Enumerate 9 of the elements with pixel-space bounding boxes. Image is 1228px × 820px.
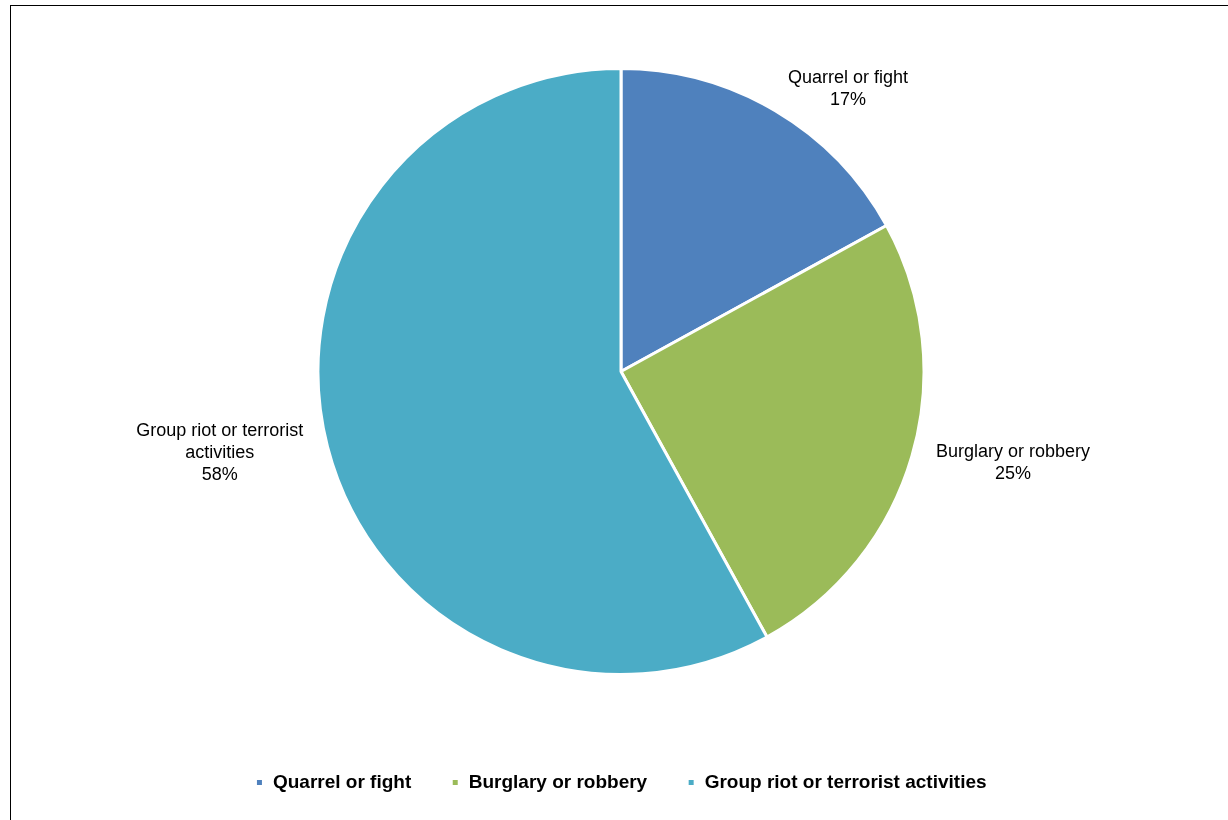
slice-label: Group riot or terrorist activities — [136, 420, 304, 463]
slice-label: Burglary or robbery — [935, 440, 1091, 461]
legend-label: Group riot or terrorist activities — [704, 770, 987, 792]
data-label: 25% — [994, 462, 1032, 483]
legend-label: Burglary or robbery — [468, 770, 648, 792]
data-label: 17% — [829, 89, 867, 110]
slice-label: Quarrel or fight — [787, 67, 909, 88]
data-label: 58% — [201, 464, 238, 485]
legend-label: Quarrel or fight — [272, 770, 412, 792]
